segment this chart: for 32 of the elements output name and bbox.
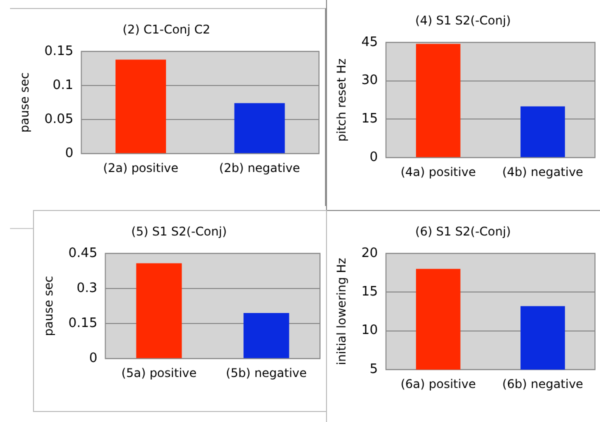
y-tick-label: 0.1 [52,78,74,93]
chart-title: (5) S1 S2(-Conj) [131,224,227,238]
y-axis-title: pitch reset Hz [334,58,348,142]
y-tick-label: 10 [361,323,378,338]
x-tick-label: (5a) positive [121,366,197,380]
x-tick-label: (6b) negative [502,376,584,391]
y-tick-label: 20 [361,246,378,261]
y-axis-title: pause sec [17,72,32,133]
x-tick-label: (4b) negative [502,164,584,179]
chart-title: (4) S1 S2(-Conj) [415,13,511,28]
y-axis-title: initial lowering Hz [334,258,348,366]
y-tick-label: 0.15 [68,316,98,331]
x-tick-label: (5b) negative [226,366,307,380]
y-tick-label: 45 [361,34,378,50]
y-tick-label: 0 [65,146,74,161]
y-tick-label: 0.45 [68,246,98,261]
y-tick-label: 15 [361,284,378,300]
x-tick-label: (2a) positive [103,160,178,175]
y-tick-label: 0 [370,150,378,165]
y-tick-label: 15 [361,112,378,127]
chart-title: (2) C1-Conj C2 [122,22,210,36]
x-tick-label: (6a) positive [400,376,476,391]
y-tick-label: 0.05 [44,112,74,127]
y-tick-label: 0.3 [76,280,98,296]
x-tick-label: (2b) negative [219,160,300,175]
y-tick-label: 0.15 [44,44,74,59]
y-axis-title: pause sec [41,276,56,336]
y-tick-label: 30 [361,73,378,88]
y-tick-label: 0 [89,350,98,366]
y-tick-label: 5 [370,362,378,377]
x-tick-label: (4a) positive [400,164,476,179]
chart-title: (6) S1 S2(-Conj) [415,224,511,238]
